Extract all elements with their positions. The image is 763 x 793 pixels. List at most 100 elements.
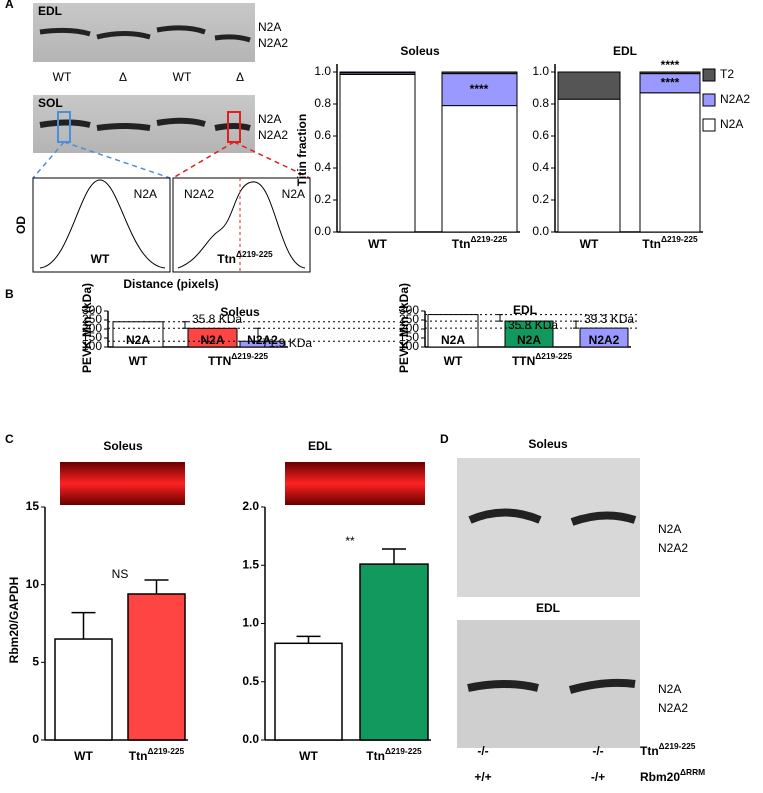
label-superscript: Δ219-225 [535, 351, 572, 361]
label: -/- [592, 744, 603, 758]
annotation: 71.9 KDa [262, 336, 312, 350]
label: WT [53, 70, 72, 84]
label: EDL [38, 4, 62, 18]
y-tick-label: 100 [399, 339, 419, 353]
bar-label: N2A [126, 333, 150, 347]
bar [579, 327, 629, 348]
label-base: Ttn [129, 749, 148, 763]
label: N2A2 [258, 36, 288, 50]
y-tick-label: 15 [26, 499, 40, 513]
y-tick-label: 200 [399, 321, 419, 335]
y-tick-label: 0.4 [314, 160, 331, 174]
annotation: NS [112, 567, 129, 581]
x-tick-label: WT [299, 749, 318, 763]
error-bar [144, 579, 169, 594]
label: N2A2 [658, 541, 688, 555]
bracket [182, 321, 188, 329]
group-label: TTNΔ219-225 [512, 351, 572, 368]
bar-segment [441, 73, 518, 107]
bar-segment [639, 92, 701, 233]
y-tick-label: 0.0 [314, 224, 331, 238]
bar-segment [639, 71, 701, 75]
label: WT [91, 252, 110, 266]
group-label: WT [129, 354, 148, 368]
label: N2A [282, 187, 305, 201]
y-tick-label: 1.0 [532, 64, 549, 78]
label: Δ [236, 70, 244, 84]
label-base: TTN [512, 354, 535, 368]
y-tick-label: 5 [32, 655, 39, 669]
label: N2A2 [184, 187, 214, 201]
label: N2A2 [658, 701, 688, 715]
label: TtnΔ219-225 [217, 249, 273, 266]
label: +/+ [474, 770, 491, 784]
label-base: TTN [208, 354, 231, 368]
group-label: TTNΔ219-225 [208, 351, 268, 368]
label-base: Ttn [366, 749, 385, 763]
label: Distance (pixels) [123, 277, 218, 291]
y-tick-label: 150 [399, 330, 419, 344]
bar [239, 340, 286, 348]
y-tick-label: 250 [399, 312, 419, 326]
bar-segment [441, 71, 518, 75]
y-tick-label: 1.0 [242, 616, 259, 630]
label-superscript: Δ219-225 [659, 741, 696, 751]
bar [112, 321, 164, 348]
y-tick-label: 10 [26, 577, 40, 591]
x-tick-label: WT [368, 237, 387, 251]
y-tick-label: 250 [82, 312, 102, 326]
label: N2A [258, 112, 281, 126]
y-tick-label: 300 [399, 303, 419, 317]
x-tick-label: WT [74, 749, 93, 763]
label-superscript: Δ219-225 [385, 746, 422, 756]
x-tick-label: TtnΔ219-225 [452, 234, 508, 251]
annotation: 35.8 KDa [192, 312, 242, 326]
bar-label: N2A2 [247, 333, 278, 347]
bar-segment [557, 98, 621, 233]
bar [187, 327, 238, 348]
y-tick-label: 0.6 [532, 128, 549, 142]
bar [54, 638, 113, 741]
legend-swatch [702, 93, 716, 107]
annotation: ** [345, 534, 355, 548]
chart-title: Soleus [103, 439, 143, 453]
label-base: Ttn [217, 252, 236, 266]
bar [427, 314, 479, 348]
y-axis-label: Titin fraction [295, 114, 309, 186]
bar [127, 593, 186, 741]
bracket [255, 327, 261, 342]
chart-title: Soleus [400, 44, 440, 58]
y-tick-label: 0.6 [314, 128, 331, 142]
annotation: 39.3 KDa [584, 312, 634, 326]
y-tick-label: 1.0 [314, 64, 331, 78]
bar-segment [441, 105, 518, 233]
label: N2A [658, 682, 681, 696]
label: OD [14, 216, 28, 234]
error-bar [296, 635, 321, 644]
label: Rbm20ΔRRM [640, 767, 705, 784]
y-tick-label: 0.0 [242, 732, 259, 746]
y-tick-label: 1.5 [242, 557, 259, 571]
legend-label: T2 [720, 67, 734, 81]
bar [504, 320, 554, 348]
y-tick-label: 200 [82, 321, 102, 335]
chart-title: Soleus [220, 305, 260, 319]
chart-title: EDL [513, 303, 537, 317]
x-tick-label: TtnΔ219-225 [642, 234, 698, 251]
label: Soleus [528, 437, 568, 451]
label: -/+ [591, 770, 605, 784]
bar-label: N2A2 [589, 333, 620, 347]
bar [274, 642, 343, 741]
panel-label: C [5, 432, 14, 446]
panel-label: D [440, 432, 449, 446]
bracket [573, 320, 579, 329]
panel-label: A [5, 0, 14, 11]
legend-label: N2A [720, 117, 743, 131]
legend-swatch [702, 118, 716, 132]
y-tick-label: 2.0 [242, 499, 259, 513]
y-tick-label: 0.2 [532, 192, 549, 206]
bracket [497, 314, 503, 322]
annotation: 35.8 KDa [508, 318, 558, 332]
label-base: Rbm20 [640, 770, 680, 784]
y-tick-label: 0.8 [314, 96, 331, 110]
